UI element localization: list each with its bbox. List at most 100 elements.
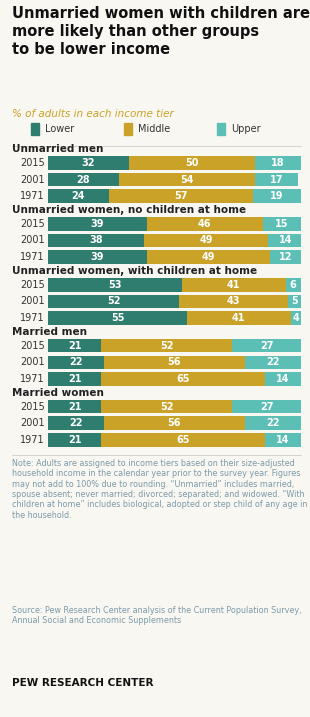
Text: 32: 32 — [82, 158, 95, 168]
Bar — [101, 433, 265, 447]
Bar — [48, 295, 179, 308]
Bar — [48, 189, 109, 203]
Text: 22: 22 — [69, 418, 82, 428]
Text: 1971: 1971 — [20, 313, 45, 323]
Text: 27: 27 — [260, 402, 273, 412]
Bar — [48, 356, 104, 369]
Text: Lower: Lower — [45, 124, 74, 134]
Bar — [48, 372, 101, 386]
Bar — [104, 356, 245, 369]
Bar — [290, 311, 301, 325]
Text: 52: 52 — [160, 341, 174, 351]
Bar — [255, 156, 301, 170]
Text: Unmarried women with children are
more likely than other groups
to be lower inco: Unmarried women with children are more l… — [12, 6, 310, 57]
Text: Unmarried women, with children at home: Unmarried women, with children at home — [12, 266, 258, 276]
Text: 1971: 1971 — [20, 374, 45, 384]
Bar — [182, 278, 286, 292]
Text: 41: 41 — [227, 280, 241, 290]
Text: 22: 22 — [266, 418, 280, 428]
Text: 39: 39 — [91, 252, 104, 262]
Text: 2015: 2015 — [20, 219, 45, 229]
Text: 2001: 2001 — [20, 418, 45, 428]
Text: 21: 21 — [68, 435, 81, 445]
Bar — [232, 339, 301, 353]
Text: 55: 55 — [111, 313, 124, 323]
Text: 14: 14 — [279, 235, 292, 245]
Bar — [268, 234, 303, 247]
Text: 14: 14 — [276, 435, 290, 445]
Bar — [48, 339, 101, 353]
Bar — [48, 400, 101, 413]
Bar — [263, 217, 301, 231]
Text: % of adults in each income tier: % of adults in each income tier — [12, 109, 174, 119]
Text: 49: 49 — [199, 235, 213, 245]
Text: 21: 21 — [68, 374, 81, 384]
Bar — [253, 189, 301, 203]
Bar — [104, 417, 245, 430]
Bar — [48, 417, 104, 430]
Bar — [119, 173, 255, 186]
Bar — [129, 156, 255, 170]
Bar — [48, 311, 187, 325]
Text: 18: 18 — [271, 158, 285, 168]
Bar — [255, 173, 298, 186]
Text: PEW RESEARCH CENTER: PEW RESEARCH CENTER — [12, 678, 154, 688]
Text: 52: 52 — [160, 402, 174, 412]
Bar — [245, 417, 301, 430]
Bar — [232, 400, 301, 413]
Text: 39: 39 — [91, 219, 104, 229]
Text: 21: 21 — [68, 341, 81, 351]
Text: 50: 50 — [185, 158, 199, 168]
Text: Married men: Married men — [12, 327, 87, 337]
Text: 56: 56 — [168, 418, 181, 428]
Text: 1971: 1971 — [20, 435, 45, 445]
Text: 19: 19 — [270, 191, 283, 201]
Text: 53: 53 — [108, 280, 122, 290]
Text: 1971: 1971 — [20, 191, 45, 201]
Text: 21: 21 — [68, 402, 81, 412]
Bar — [48, 173, 119, 186]
Text: 56: 56 — [168, 357, 181, 367]
Text: 24: 24 — [72, 191, 85, 201]
Text: Source: Pew Research Center analysis of the Current Population Survey, Annual So: Source: Pew Research Center analysis of … — [12, 606, 302, 625]
Text: Married women: Married women — [12, 388, 104, 398]
Bar — [101, 372, 265, 386]
Text: 54: 54 — [180, 174, 194, 184]
Text: 2015: 2015 — [20, 158, 45, 168]
Bar — [48, 217, 147, 231]
Text: 28: 28 — [77, 174, 90, 184]
Bar — [270, 250, 301, 264]
Text: 38: 38 — [89, 235, 103, 245]
Text: 2001: 2001 — [20, 296, 45, 306]
Text: 22: 22 — [69, 357, 82, 367]
Bar — [179, 295, 288, 308]
Text: 65: 65 — [176, 435, 190, 445]
Bar — [288, 295, 301, 308]
Bar — [48, 250, 147, 264]
Bar — [144, 234, 268, 247]
Bar — [286, 278, 301, 292]
Bar — [265, 372, 301, 386]
Text: 2001: 2001 — [20, 357, 45, 367]
Text: 1971: 1971 — [20, 252, 45, 262]
Bar — [48, 234, 144, 247]
Text: 49: 49 — [202, 252, 215, 262]
Bar — [48, 156, 129, 170]
Text: 2015: 2015 — [20, 280, 45, 290]
Text: 4: 4 — [292, 313, 299, 323]
Text: 2015: 2015 — [20, 402, 45, 412]
Bar — [48, 278, 182, 292]
Text: 6: 6 — [290, 280, 296, 290]
Text: 27: 27 — [260, 341, 273, 351]
Bar — [109, 189, 253, 203]
Text: 15: 15 — [275, 219, 289, 229]
Text: 46: 46 — [198, 219, 211, 229]
Text: 2015: 2015 — [20, 341, 45, 351]
Text: Unmarried women, no children at home: Unmarried women, no children at home — [12, 205, 246, 215]
Text: 17: 17 — [270, 174, 283, 184]
Text: 43: 43 — [227, 296, 241, 306]
Text: 12: 12 — [279, 252, 292, 262]
Text: 2001: 2001 — [20, 235, 45, 245]
Text: 65: 65 — [176, 374, 190, 384]
Text: 14: 14 — [276, 374, 290, 384]
